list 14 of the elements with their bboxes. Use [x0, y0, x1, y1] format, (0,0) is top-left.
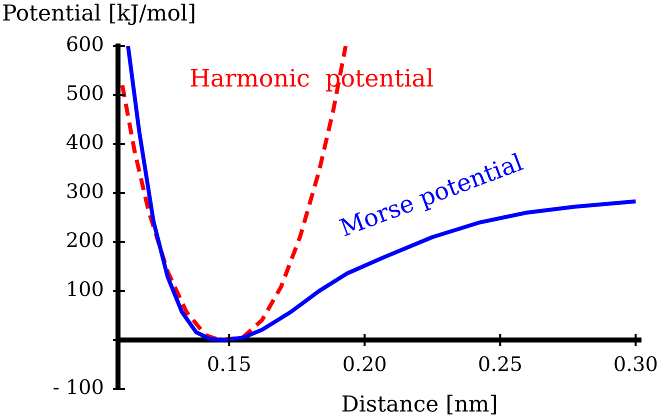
x-axis-title: Distance [nm] [341, 392, 498, 418]
y-tick-label: 100 [66, 277, 104, 302]
y-tick-label: 400 [66, 130, 104, 154]
y-tick-label: 500 [66, 81, 104, 106]
y-tick-label: 600 [66, 32, 104, 56]
x-tick-label: 0.20 [342, 352, 387, 376]
x-tick-label: 0.25 [478, 352, 522, 376]
y-tick-label: - 100 [52, 375, 104, 400]
x-tick-label: 0.30 [613, 352, 658, 376]
x-tick-label: 0.15 [206, 352, 252, 376]
y-tick-label: 300 [66, 179, 104, 204]
annotation: Harmonic potential [189, 64, 434, 93]
y-axis-title: Potential [kJ/mol] [2, 2, 196, 27]
y-tick-label: 200 [66, 228, 104, 252]
